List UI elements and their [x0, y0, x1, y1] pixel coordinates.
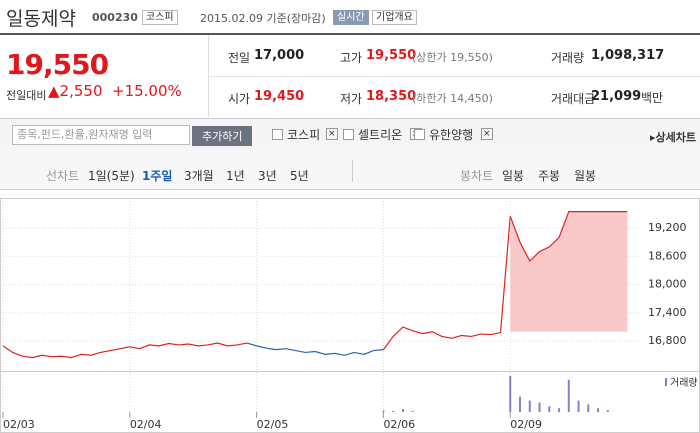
- market-badge: 코스피: [142, 10, 178, 25]
- volume-legend-swatch: [665, 378, 667, 386]
- date: 2015.02.09 기준(장마감): [200, 12, 326, 25]
- divider: [208, 76, 700, 77]
- compare-option[interactable]: 코스피: [287, 128, 321, 142]
- x-tick-label: 02/09: [510, 418, 542, 431]
- stat-label: 거래대금: [551, 92, 596, 106]
- price-line: [246, 342, 384, 356]
- tab-bar: [0, 151, 700, 190]
- stat-unit: 백만: [641, 91, 664, 105]
- current-price: 19,550: [6, 48, 109, 81]
- divider: [352, 160, 353, 182]
- volume-bar: [392, 410, 395, 412]
- candle-tab[interactable]: 월봉: [574, 169, 597, 183]
- y-tick-label: 18,000: [648, 278, 687, 291]
- stat-value: 21,099: [591, 89, 642, 104]
- period-tab[interactable]: 1주일: [142, 169, 173, 183]
- x-tick-label: 02/05: [257, 418, 289, 431]
- stat-label: 고가: [340, 51, 363, 65]
- volume-bar: [606, 410, 609, 412]
- price-line: [2, 342, 247, 359]
- period-tab[interactable]: 3년: [258, 169, 277, 183]
- y-tick-label: 18,600: [648, 249, 687, 262]
- divider: [0, 33, 700, 35]
- volume-bar: [538, 402, 541, 412]
- volume-bar: [548, 406, 551, 412]
- detail-chart-text: 상세차트: [655, 131, 697, 144]
- remove-option[interactable]: ×: [326, 128, 338, 140]
- stock-name: 일동제약: [6, 8, 76, 30]
- stat-note: (상한가 19,550): [412, 51, 493, 64]
- volume-bar: [509, 375, 512, 412]
- area: [510, 211, 628, 332]
- candle-tab[interactable]: 일봉: [502, 169, 525, 183]
- remove-option[interactable]: ×: [481, 128, 493, 140]
- y-tick-label: 16,800: [648, 334, 687, 347]
- stock-code: 000230: [92, 11, 138, 24]
- volume-bar: [382, 410, 385, 412]
- stat-value: 1,098,317: [591, 48, 665, 63]
- realtime-badge[interactable]: 실시간: [333, 10, 369, 25]
- period-tab[interactable]: 3개월: [184, 169, 214, 183]
- checkbox[interactable]: [272, 129, 283, 140]
- volume-bar: [587, 404, 590, 412]
- company-info[interactable]: 기업개요: [372, 10, 417, 25]
- volume-bar: [411, 410, 414, 412]
- stat-value: 18,350: [366, 89, 417, 104]
- checkbox[interactable]: [414, 129, 425, 140]
- stat-value: 17,000: [254, 48, 305, 63]
- volume-bar: [528, 400, 531, 412]
- change-rate: +15.00%: [112, 82, 182, 100]
- stat-note: (하한가 14,450): [412, 92, 493, 105]
- compare-option[interactable]: 유한양행: [429, 128, 474, 142]
- checkbox[interactable]: [343, 129, 354, 140]
- stat-label: 저가: [340, 92, 363, 106]
- change-value: 2,550: [59, 82, 103, 100]
- period-tab[interactable]: 1일(5분): [88, 169, 135, 183]
- change-label: 전일대비: [6, 89, 47, 102]
- stat-value: 19,450: [254, 89, 305, 104]
- period-tab[interactable]: 5년: [290, 169, 309, 183]
- add-button[interactable]: 추가하기: [192, 126, 253, 146]
- volume-bar: [519, 396, 522, 412]
- volume-bar: [597, 408, 600, 412]
- stat-value: 19,550: [366, 48, 417, 63]
- stat-label: 거래량: [551, 51, 585, 65]
- volume-bar: [558, 408, 561, 412]
- search-input[interactable]: 종목,펀드,환율,원자재명 입력: [12, 125, 190, 145]
- volume-bar: [577, 400, 580, 412]
- volume-legend: 거래량: [670, 377, 698, 389]
- line-chart-label: 선차트: [46, 169, 80, 183]
- chart: 16,800 17,400 18,000 18,600 19,200 02/03 02/04…: [0, 198, 700, 433]
- candle-tab[interactable]: 주봉: [538, 169, 561, 183]
- stat-label: 시가: [228, 92, 251, 106]
- x-tick-label: 02/03: [3, 418, 35, 431]
- volume-bar: [567, 379, 570, 412]
- volume-bar: [401, 408, 404, 412]
- price-line: [382, 216, 511, 350]
- y-tick-label: 17,400: [648, 306, 687, 319]
- x-tick-label: 02/04: [130, 418, 162, 431]
- y-tick-label: 19,200: [648, 221, 687, 234]
- compare-option[interactable]: 셀트리온: [358, 128, 403, 142]
- candle-chart-label: 봉차트: [460, 169, 494, 183]
- detail-chart[interactable]: ▸상세차트: [650, 131, 697, 144]
- stat-label: 전일: [228, 51, 251, 65]
- price-line: [509, 210, 628, 263]
- period-tab[interactable]: 1년: [226, 169, 245, 183]
- x-tick-label: 02/06: [383, 418, 415, 431]
- change: ▲2,550: [48, 82, 103, 100]
